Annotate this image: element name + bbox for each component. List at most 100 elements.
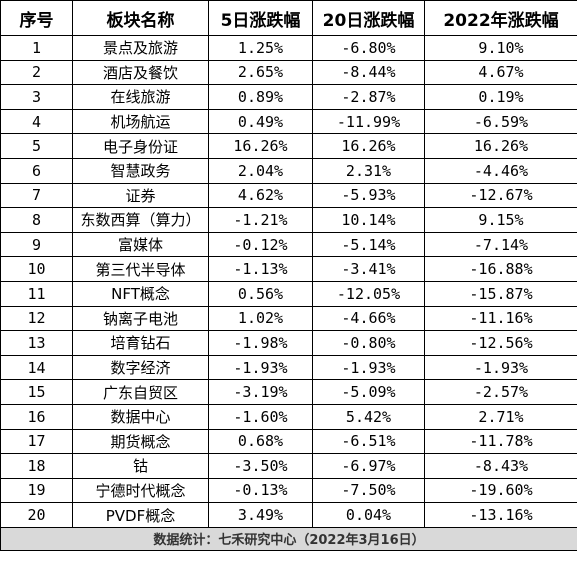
cell-sector-name: 钠离子电池: [72, 305, 209, 332]
cell-no: 2: [0, 59, 73, 86]
cell-5d-change: -0.13%: [208, 477, 313, 504]
table-row: 20 PVDF概念 3.49% 0.04% -13.16%: [0, 502, 577, 528]
cell-20d-change: -4.66%: [312, 305, 425, 332]
cell-ytd-change: 4.67%: [424, 59, 577, 86]
cell-sector-name: 数字经济: [72, 354, 209, 381]
cell-no: 16: [0, 403, 73, 430]
table-row: 19 宁德时代概念 -0.13% -7.50% -19.60%: [0, 477, 577, 504]
cell-no: 10: [0, 256, 73, 282]
cell-ytd-change: -4.46%: [424, 157, 577, 184]
cell-ytd-change: -6.59%: [424, 108, 577, 135]
cell-5d-change: -1.60%: [208, 403, 313, 430]
cell-no: 12: [0, 305, 73, 332]
cell-ytd-change: 2.71%: [424, 403, 577, 430]
cell-20d-change: -5.93%: [312, 182, 425, 209]
cell-no: 14: [0, 354, 73, 381]
cell-20d-change: -5.09%: [312, 379, 425, 405]
cell-sector-name: 广东自贸区: [72, 379, 209, 405]
cell-5d-change: -0.12%: [208, 231, 313, 258]
table-row: 4 机场航运 0.49% -11.99% -6.59%: [0, 108, 577, 135]
header-cell-ytd: 2022年涨跌幅: [424, 0, 577, 36]
table-row: 5 电子身份证 16.26% 16.26% 16.26%: [0, 133, 577, 159]
cell-no: 3: [0, 84, 73, 110]
cell-no: 8: [0, 207, 73, 233]
cell-sector-name: 电子身份证: [72, 133, 209, 159]
footer-row: 数据统计：七禾研究中心（2022年3月16日）: [0, 526, 577, 551]
cell-5d-change: 1.02%: [208, 305, 313, 332]
cell-ytd-change: -12.67%: [424, 182, 577, 209]
cell-sector-name: 培育钻石: [72, 330, 209, 356]
cell-20d-change: 5.42%: [312, 403, 425, 430]
cell-5d-change: -3.19%: [208, 379, 313, 405]
cell-5d-change: 0.49%: [208, 108, 313, 135]
cell-no: 17: [0, 428, 73, 455]
header-cell-5d: 5日涨跌幅: [208, 0, 313, 36]
cell-20d-change: -11.99%: [312, 108, 425, 135]
cell-sector-name: NFT概念: [72, 280, 209, 307]
table-row: 10 第三代半导体 -1.13% -3.41% -16.88%: [0, 256, 577, 282]
header-cell-20d: 20日涨跌幅: [312, 0, 425, 36]
header-cell-name: 板块名称: [72, 0, 209, 36]
table-row: 3 在线旅游 0.89% -2.87% 0.19%: [0, 84, 577, 110]
cell-no: 4: [0, 108, 73, 135]
table-row: 18 钴 -3.50% -6.97% -8.43%: [0, 453, 577, 479]
cell-20d-change: -12.05%: [312, 280, 425, 307]
cell-no: 18: [0, 453, 73, 479]
cell-ytd-change: -1.93%: [424, 354, 577, 381]
table-row: 12 钠离子电池 1.02% -4.66% -11.16%: [0, 305, 577, 332]
cell-sector-name: 智慧政务: [72, 157, 209, 184]
cell-no: 15: [0, 379, 73, 405]
table-row: 16 数据中心 -1.60% 5.42% 2.71%: [0, 403, 577, 430]
cell-20d-change: -6.51%: [312, 428, 425, 455]
cell-ytd-change: -11.16%: [424, 305, 577, 332]
cell-20d-change: -6.80%: [312, 35, 425, 61]
cell-20d-change: 16.26%: [312, 133, 425, 159]
cell-5d-change: 0.68%: [208, 428, 313, 455]
cell-sector-name: 富媒体: [72, 231, 209, 258]
cell-ytd-change: 9.10%: [424, 35, 577, 61]
table-row: 11 NFT概念 0.56% -12.05% -15.87%: [0, 280, 577, 307]
cell-sector-name: 期货概念: [72, 428, 209, 455]
cell-no: 6: [0, 157, 73, 184]
cell-20d-change: -7.50%: [312, 477, 425, 504]
cell-ytd-change: -19.60%: [424, 477, 577, 504]
source-note: 数据统计：七禾研究中心（2022年3月16日）: [0, 526, 577, 551]
cell-no: 13: [0, 330, 73, 356]
table-row: 6 智慧政务 2.04% 2.31% -4.46%: [0, 157, 577, 184]
cell-sector-name: 宁德时代概念: [72, 477, 209, 504]
cell-no: 19: [0, 477, 73, 504]
cell-ytd-change: -16.88%: [424, 256, 577, 282]
cell-no: 7: [0, 182, 73, 209]
cell-ytd-change: -11.78%: [424, 428, 577, 455]
cell-5d-change: 0.56%: [208, 280, 313, 307]
table-row: 8 东数西算（算力） -1.21% 10.14% 9.15%: [0, 207, 577, 233]
table-row: 7 证券 4.62% -5.93% -12.67%: [0, 182, 577, 209]
cell-ytd-change: -2.57%: [424, 379, 577, 405]
cell-sector-name: 数据中心: [72, 403, 209, 430]
table-row: 2 酒店及餐饮 2.65% -8.44% 4.67%: [0, 59, 577, 86]
cell-no: 11: [0, 280, 73, 307]
cell-5d-change: 1.25%: [208, 35, 313, 61]
table-row: 17 期货概念 0.68% -6.51% -11.78%: [0, 428, 577, 455]
header-cell-no: 序号: [0, 0, 73, 36]
cell-ytd-change: -12.56%: [424, 330, 577, 356]
cell-5d-change: 4.62%: [208, 182, 313, 209]
header-row: 序号 板块名称 5日涨跌幅 20日涨跌幅 2022年涨跌幅: [0, 0, 577, 36]
cell-20d-change: 10.14%: [312, 207, 425, 233]
cell-20d-change: -0.80%: [312, 330, 425, 356]
cell-5d-change: 0.89%: [208, 84, 313, 110]
cell-sector-name: 东数西算（算力）: [72, 207, 209, 233]
cell-sector-name: 在线旅游: [72, 84, 209, 110]
cell-sector-name: 钴: [72, 453, 209, 479]
cell-5d-change: -1.13%: [208, 256, 313, 282]
cell-5d-change: 3.49%: [208, 502, 313, 528]
table-row: 9 富媒体 -0.12% -5.14% -7.14%: [0, 231, 577, 258]
cell-5d-change: -3.50%: [208, 453, 313, 479]
cell-sector-name: PVDF概念: [72, 502, 209, 528]
cell-20d-change: -5.14%: [312, 231, 425, 258]
cell-no: 9: [0, 231, 73, 258]
table-row: 13 培育钻石 -1.98% -0.80% -12.56%: [0, 330, 577, 356]
cell-5d-change: 16.26%: [208, 133, 313, 159]
cell-sector-name: 证券: [72, 182, 209, 209]
